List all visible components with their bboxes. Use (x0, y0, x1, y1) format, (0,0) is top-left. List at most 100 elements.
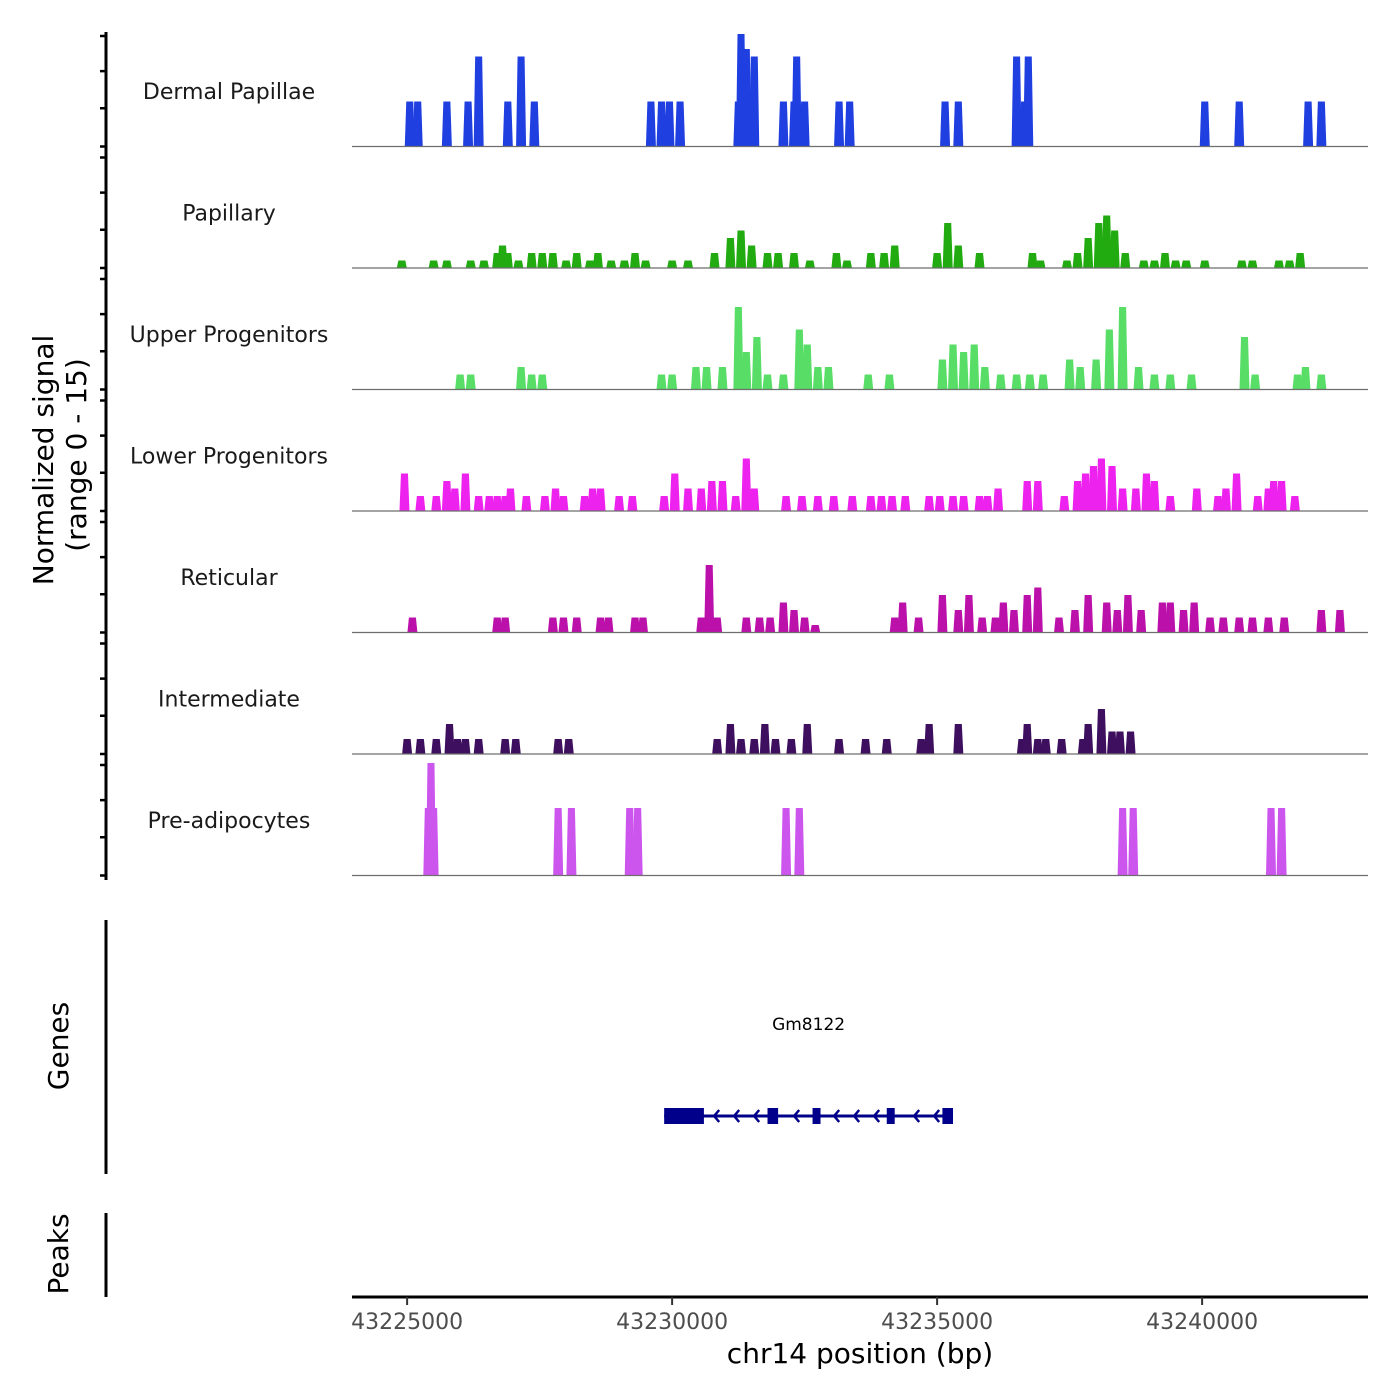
signal-peak (1300, 367, 1311, 390)
signal-peak (526, 253, 537, 268)
signal-peak (1114, 731, 1125, 754)
signal-peak (778, 602, 789, 633)
signal-peak (741, 458, 752, 511)
signal-peak (571, 617, 582, 633)
signal-peak (465, 374, 476, 390)
signal-peak (412, 101, 423, 147)
signal-peak (667, 374, 678, 390)
signal-peak (637, 617, 648, 633)
signal-peak (537, 374, 548, 390)
track-upper-progenitors (352, 307, 1368, 391)
signal-peak (974, 496, 985, 511)
signal-peak (415, 739, 426, 754)
signal-peak (717, 481, 728, 511)
signal-peak (1023, 56, 1034, 147)
signal-peak (799, 101, 810, 147)
signal-peak (993, 488, 1004, 511)
signal-peak (683, 488, 694, 511)
strand-arrow-icon (752, 1109, 761, 1123)
signal-peak (1125, 731, 1136, 754)
signal-peak (1160, 253, 1171, 268)
signal-tracks (352, 34, 1368, 877)
signal-peak (441, 481, 452, 511)
track-reticular (352, 565, 1368, 634)
signal-peak (1032, 481, 1043, 511)
signal-peak (876, 496, 887, 511)
signal-peak (505, 488, 516, 511)
signal-peak (529, 101, 540, 147)
signal-peak (969, 344, 980, 390)
signal-peak (1069, 610, 1080, 633)
signal-peak (460, 739, 471, 754)
signal-peak (1107, 466, 1118, 511)
signal-peak (1191, 488, 1202, 511)
signal-peak (407, 617, 418, 633)
signal-peak (630, 253, 641, 268)
signal-peak (624, 808, 635, 876)
signal-peak (802, 344, 813, 390)
signal-peak (1213, 496, 1224, 511)
signal-peak (449, 488, 460, 511)
signal-peak (1035, 260, 1046, 268)
signal-peak (1022, 481, 1033, 511)
signal-peak (539, 496, 550, 511)
signal-peak (1181, 260, 1192, 268)
signal-peak (778, 101, 789, 147)
signal-peak (1072, 253, 1083, 268)
signal-peak (473, 496, 484, 511)
signal-peak (1268, 481, 1279, 511)
signal-peak (484, 496, 495, 511)
signal-peak (1096, 458, 1107, 511)
track-papillary (352, 215, 1368, 269)
signal-peak (632, 808, 643, 876)
signal-axis-title-line2: (range 0 - 15) (60, 358, 93, 552)
signal-peak (558, 496, 569, 511)
strand-arrow-icon (712, 1109, 721, 1123)
signal-peak (640, 260, 651, 268)
signal-peak (1170, 260, 1181, 268)
signal-peak (1284, 260, 1295, 268)
signal-peak (516, 56, 527, 147)
signal-peak (1189, 602, 1200, 633)
signal-peak (963, 595, 974, 633)
signal-peak (1234, 617, 1245, 633)
signal-peak (452, 739, 463, 754)
signal-peak (937, 595, 948, 633)
signal-peak (741, 49, 752, 147)
signal-peak (834, 739, 845, 754)
signal-peak (924, 724, 935, 754)
signal-peak (460, 473, 471, 511)
signal-peak (773, 253, 784, 268)
signal-peak (701, 367, 712, 390)
signal-peak (1117, 808, 1128, 876)
signal-peak (441, 101, 452, 147)
signal-peak (1117, 307, 1128, 390)
signal-peak (794, 808, 805, 876)
signal-axis-ticks (100, 34, 106, 877)
signal-peak (516, 367, 527, 390)
signal-peak (1130, 488, 1141, 511)
gene-exon (812, 1108, 821, 1124)
signal-peak (683, 260, 694, 268)
track-label: Intermediate (158, 688, 300, 713)
track-label: Papillary (182, 202, 276, 227)
gene-label: Gm8122 (772, 1015, 845, 1035)
signal-peak (455, 374, 466, 390)
signal-peak (1101, 602, 1112, 633)
signal-peak (1292, 374, 1303, 390)
signal-peak (1316, 101, 1327, 147)
signal-peak (786, 739, 797, 754)
signal-peak (537, 253, 548, 268)
x-tick-label: 43235000 (881, 1310, 993, 1335)
signal-peak (603, 617, 614, 633)
signal-peak (606, 260, 617, 268)
signal-peak (1266, 808, 1277, 876)
x-tick-label: 43230000 (616, 1310, 728, 1335)
strand-arrow-icon (872, 1109, 881, 1123)
signal-peak (1186, 374, 1197, 390)
signal-peak (741, 352, 752, 390)
signal-peak (865, 496, 876, 511)
signal-peak (1038, 374, 1049, 390)
gene-exon (664, 1108, 704, 1124)
